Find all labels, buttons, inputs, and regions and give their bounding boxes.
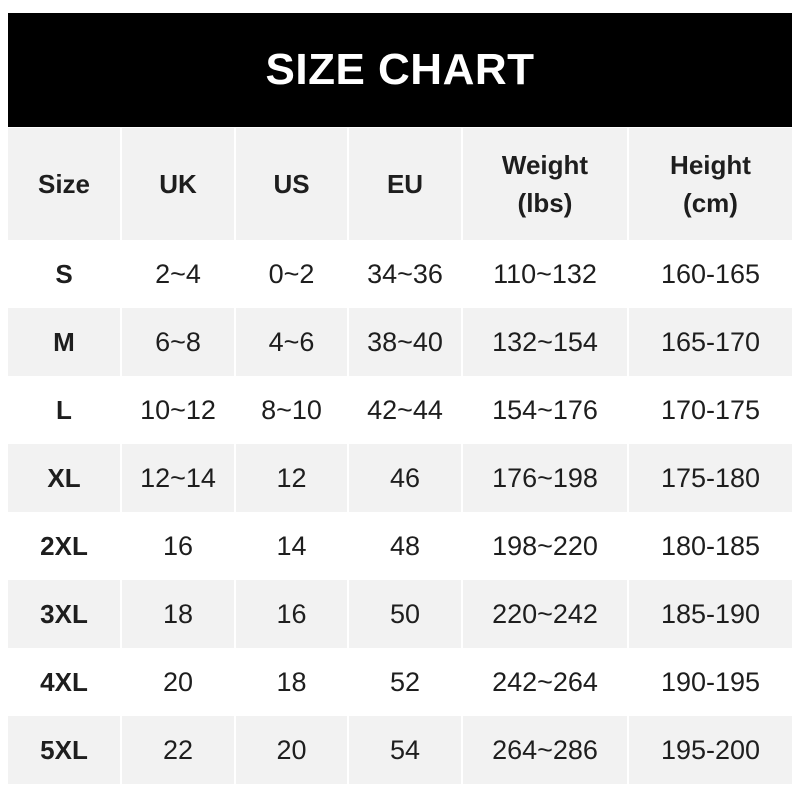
table-row: M 6~8 4~6 38~40 132~154 165-170 xyxy=(8,308,792,376)
cell-height: 160-165 xyxy=(627,240,792,308)
cell-size: M xyxy=(53,326,75,357)
cell-weight: 220~242 xyxy=(461,580,628,648)
column-header-us: US xyxy=(234,128,348,240)
cell-weight: 264~286 xyxy=(461,716,628,784)
cell-weight: 176~198 xyxy=(461,444,628,512)
table-row: 5XL 22 20 54 264~286 195-200 xyxy=(8,716,792,784)
cell-eu: 50 xyxy=(347,580,462,648)
cell-height: 195-200 xyxy=(627,716,792,784)
cell-uk: 22 xyxy=(120,716,235,784)
cell-height: 190-195 xyxy=(627,648,792,716)
table-row: XL 12~14 12 46 176~198 175-180 xyxy=(8,444,792,512)
column-header-size: Size xyxy=(37,169,91,199)
cell-size: XL xyxy=(47,462,81,493)
table-row: S 2~4 0~2 34~36 110~132 160-165 xyxy=(8,240,792,308)
size-chart-title: SIZE CHART xyxy=(8,13,792,127)
cell-eu: 34~36 xyxy=(347,240,462,308)
cell-eu: 48 xyxy=(347,512,462,580)
table-header-row: Size UK US EU Weight (lbs) Height (cm) xyxy=(8,128,792,240)
cell-uk: 20 xyxy=(120,648,235,716)
cell-weight: 242~264 xyxy=(461,648,628,716)
cell-uk: 18 xyxy=(120,580,235,648)
cell-size: S xyxy=(55,258,73,289)
cell-height: 170-175 xyxy=(627,376,792,444)
cell-eu: 54 xyxy=(347,716,462,784)
cell-us: 16 xyxy=(234,580,348,648)
cell-uk: 12~14 xyxy=(120,444,235,512)
table-row: 2XL 16 14 48 198~220 180-185 xyxy=(8,512,792,580)
cell-eu: 52 xyxy=(347,648,462,716)
cell-size: L xyxy=(56,394,72,425)
table-row: 4XL 20 18 52 242~264 190-195 xyxy=(8,648,792,716)
column-header-height: Height (cm) xyxy=(627,128,792,240)
column-header-weight: Weight (lbs) xyxy=(461,128,628,240)
cell-us: 12 xyxy=(234,444,348,512)
cell-eu: 38~40 xyxy=(347,308,462,376)
cell-uk: 2~4 xyxy=(120,240,235,308)
cell-eu: 46 xyxy=(347,444,462,512)
cell-height: 165-170 xyxy=(627,308,792,376)
cell-eu: 42~44 xyxy=(347,376,462,444)
column-header-uk: UK xyxy=(120,128,235,240)
size-chart-table: Size UK US EU Weight (lbs) Height (cm) S 2~4 0~… xyxy=(8,128,792,784)
cell-us: 8~10 xyxy=(234,376,348,444)
table-row: 3XL 18 16 50 220~242 185-190 xyxy=(8,580,792,648)
cell-weight: 154~176 xyxy=(461,376,628,444)
cell-us: 14 xyxy=(234,512,348,580)
cell-size: 4XL xyxy=(40,666,88,697)
cell-us: 20 xyxy=(234,716,348,784)
cell-size: 3XL xyxy=(40,598,88,629)
table-row: L 10~12 8~10 42~44 154~176 170-175 xyxy=(8,376,792,444)
cell-us: 0~2 xyxy=(234,240,348,308)
cell-weight: 198~220 xyxy=(461,512,628,580)
cell-size: 2XL xyxy=(40,530,88,561)
cell-uk: 10~12 xyxy=(120,376,235,444)
cell-size: 5XL xyxy=(40,734,88,765)
cell-us: 4~6 xyxy=(234,308,348,376)
cell-height: 180-185 xyxy=(627,512,792,580)
cell-weight: 110~132 xyxy=(461,240,628,308)
cell-uk: 6~8 xyxy=(120,308,235,376)
cell-us: 18 xyxy=(234,648,348,716)
cell-height: 185-190 xyxy=(627,580,792,648)
cell-weight: 132~154 xyxy=(461,308,628,376)
cell-height: 175-180 xyxy=(627,444,792,512)
column-header-eu: EU xyxy=(347,128,462,240)
cell-uk: 16 xyxy=(120,512,235,580)
